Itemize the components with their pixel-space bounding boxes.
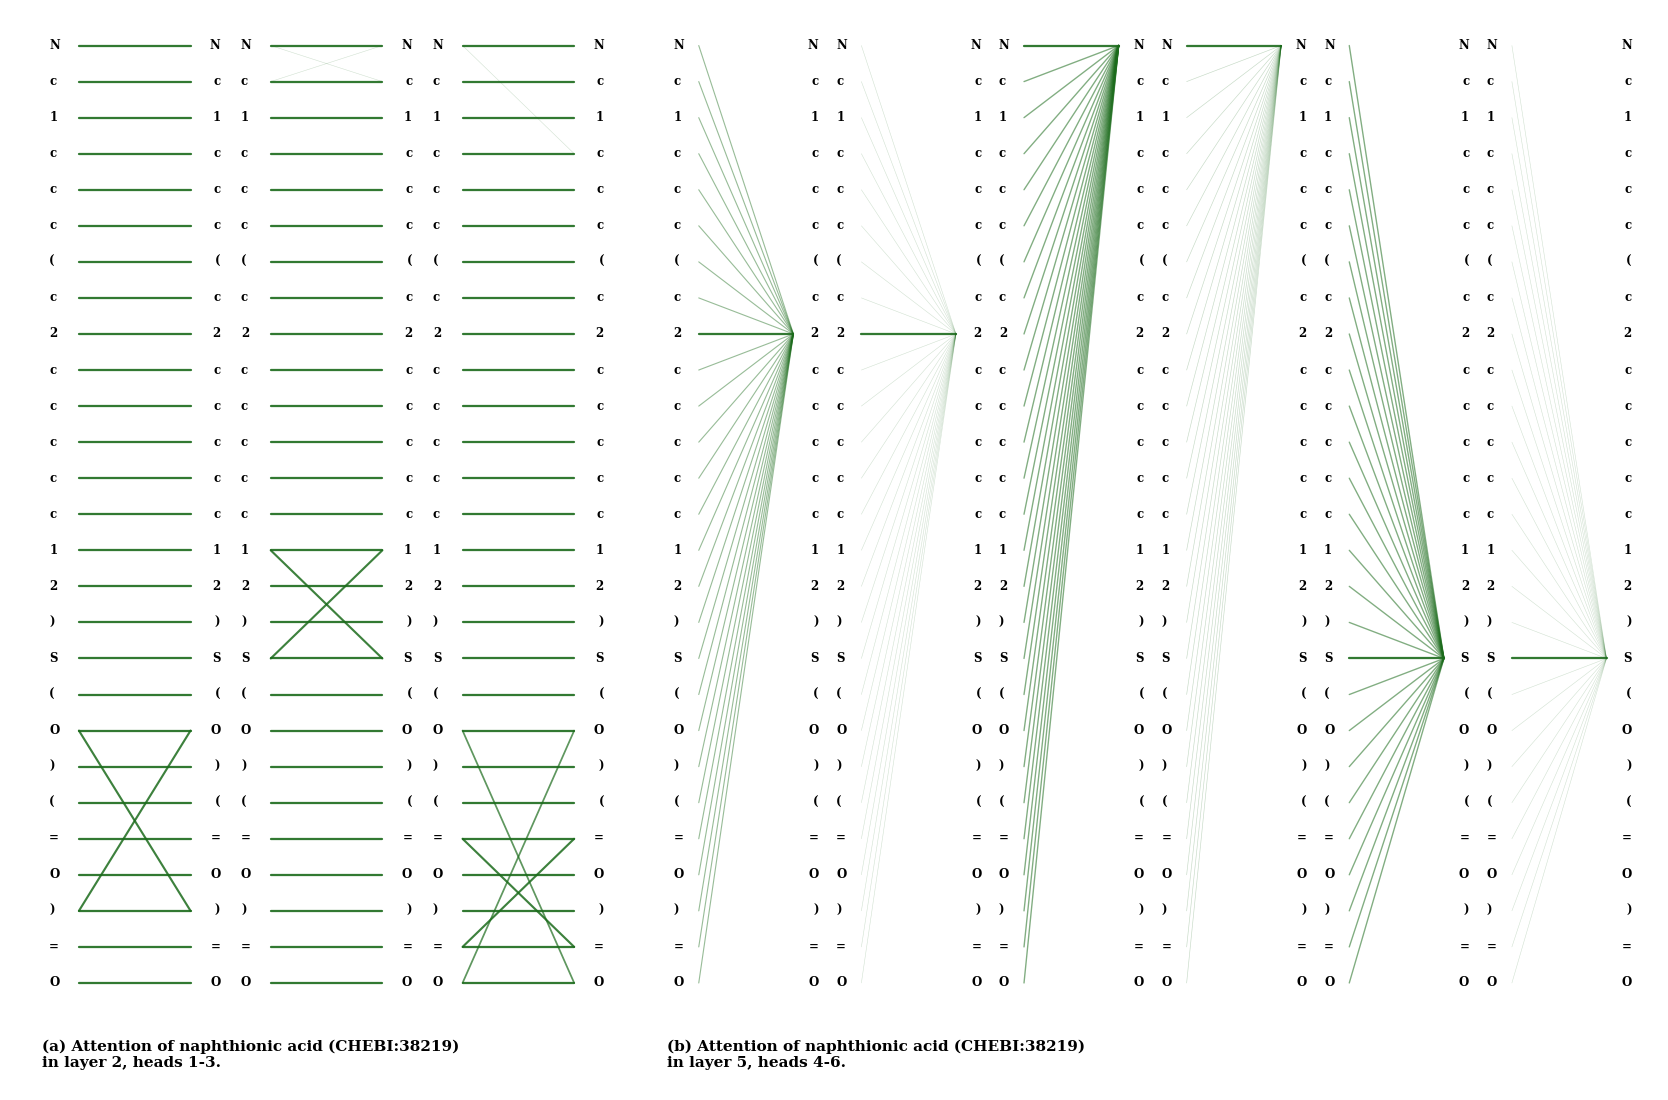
Text: (: ( bbox=[432, 796, 439, 810]
Text: 2: 2 bbox=[1461, 328, 1470, 341]
Text: O: O bbox=[240, 724, 252, 737]
Text: c: c bbox=[836, 363, 844, 376]
Text: 2: 2 bbox=[999, 580, 1007, 593]
Text: 1: 1 bbox=[836, 111, 844, 124]
Text: (: ( bbox=[1301, 796, 1306, 810]
Text: (a) Attention of naphthionic acid (CHEBI:38219)
in layer 2, heads 1-3.: (a) Attention of naphthionic acid (CHEBI… bbox=[42, 1040, 459, 1070]
Text: ): ) bbox=[1486, 760, 1493, 773]
Text: c: c bbox=[836, 472, 844, 485]
Text: ): ) bbox=[812, 904, 819, 917]
Text: 2: 2 bbox=[1161, 580, 1169, 593]
Text: c: c bbox=[974, 363, 981, 376]
Text: 1: 1 bbox=[1623, 543, 1631, 557]
Text: (: ( bbox=[48, 688, 55, 701]
Text: 2: 2 bbox=[432, 328, 440, 341]
Text: c: c bbox=[999, 292, 1006, 305]
Text: (: ( bbox=[599, 255, 604, 268]
Text: =: = bbox=[210, 833, 220, 845]
Text: 2: 2 bbox=[1136, 580, 1144, 593]
Text: c: c bbox=[812, 363, 819, 376]
Text: c: c bbox=[597, 219, 604, 232]
Text: c: c bbox=[1299, 472, 1306, 485]
Text: c: c bbox=[812, 508, 819, 520]
Text: c: c bbox=[1463, 292, 1470, 305]
Text: c: c bbox=[1486, 219, 1495, 232]
Text: S: S bbox=[811, 652, 819, 666]
Text: =: = bbox=[809, 940, 819, 954]
Text: c: c bbox=[1138, 147, 1144, 161]
Text: O: O bbox=[1324, 724, 1334, 737]
Text: c: c bbox=[1486, 363, 1495, 376]
Text: 2: 2 bbox=[1486, 328, 1495, 341]
Text: (: ( bbox=[812, 796, 819, 810]
Text: O: O bbox=[432, 868, 444, 881]
Text: (: ( bbox=[240, 255, 247, 268]
Text: (: ( bbox=[674, 255, 679, 268]
Text: c: c bbox=[48, 363, 57, 376]
Text: (: ( bbox=[599, 688, 604, 701]
Text: ): ) bbox=[1161, 904, 1168, 917]
Text: =: = bbox=[999, 833, 1009, 845]
Text: 1: 1 bbox=[404, 111, 412, 124]
Text: O: O bbox=[1486, 977, 1496, 990]
Text: S: S bbox=[972, 652, 981, 666]
Text: c: c bbox=[974, 472, 981, 485]
Text: (: ( bbox=[432, 688, 439, 701]
Text: ): ) bbox=[1324, 616, 1329, 629]
Text: O: O bbox=[1161, 724, 1171, 737]
Text: c: c bbox=[48, 219, 57, 232]
Text: ): ) bbox=[432, 904, 439, 917]
Text: =: = bbox=[48, 833, 58, 845]
Text: =: = bbox=[1621, 833, 1631, 845]
Text: c: c bbox=[836, 399, 844, 412]
Text: O: O bbox=[1296, 868, 1306, 881]
Text: c: c bbox=[1324, 75, 1331, 88]
Text: =: = bbox=[971, 833, 981, 845]
Text: c: c bbox=[240, 75, 249, 88]
Text: c: c bbox=[597, 399, 604, 412]
Text: ): ) bbox=[48, 760, 55, 773]
Text: 2: 2 bbox=[240, 328, 249, 341]
Text: c: c bbox=[240, 436, 249, 449]
Text: =: = bbox=[240, 940, 250, 954]
Text: c: c bbox=[999, 363, 1006, 376]
Text: =: = bbox=[674, 940, 684, 954]
Text: O: O bbox=[594, 868, 604, 881]
Text: c: c bbox=[1486, 292, 1495, 305]
Text: =: = bbox=[999, 940, 1009, 954]
Text: O: O bbox=[1134, 868, 1144, 881]
Text: =: = bbox=[1134, 940, 1144, 954]
Text: =: = bbox=[1296, 940, 1306, 954]
Text: S: S bbox=[1324, 652, 1333, 666]
Text: 1: 1 bbox=[1461, 111, 1470, 124]
Text: c: c bbox=[999, 508, 1006, 520]
Text: 1: 1 bbox=[432, 111, 440, 124]
Text: c: c bbox=[48, 472, 57, 485]
Text: c: c bbox=[1299, 75, 1306, 88]
Text: 2: 2 bbox=[674, 328, 682, 341]
Text: c: c bbox=[240, 399, 249, 412]
Text: c: c bbox=[1299, 363, 1306, 376]
Text: c: c bbox=[674, 184, 681, 196]
Text: c: c bbox=[1161, 147, 1169, 161]
Text: =: = bbox=[1161, 940, 1171, 954]
Text: c: c bbox=[432, 147, 440, 161]
Text: N: N bbox=[402, 39, 412, 52]
Text: (: ( bbox=[836, 255, 842, 268]
Text: O: O bbox=[1324, 977, 1334, 990]
Text: ): ) bbox=[215, 616, 220, 629]
Text: c: c bbox=[974, 508, 981, 520]
Text: (: ( bbox=[48, 796, 55, 810]
Text: ): ) bbox=[1324, 760, 1329, 773]
Text: 1: 1 bbox=[595, 111, 604, 124]
Text: S: S bbox=[432, 652, 442, 666]
Text: =: = bbox=[210, 940, 220, 954]
Text: ): ) bbox=[1301, 616, 1306, 629]
Text: =: = bbox=[1324, 833, 1334, 845]
Text: c: c bbox=[1161, 508, 1169, 520]
Text: 1: 1 bbox=[836, 543, 844, 557]
Text: O: O bbox=[674, 868, 684, 881]
Text: S: S bbox=[404, 652, 412, 666]
Text: O: O bbox=[1621, 724, 1631, 737]
Text: c: c bbox=[1324, 508, 1331, 520]
